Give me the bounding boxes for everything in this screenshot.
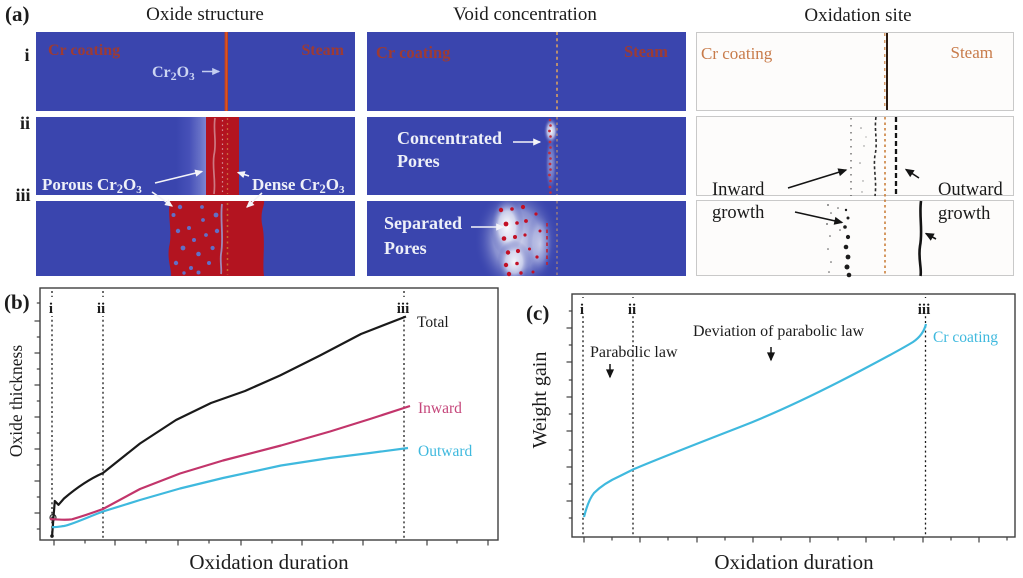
svg-text:Porous Cr2O3: Porous Cr2O3 [42,175,142,196]
svg-text:Pores: Pores [397,151,440,171]
svg-text:Outward: Outward [418,443,472,460]
svg-text:ii: ii [20,113,30,133]
svg-text:Concentrated: Concentrated [397,128,502,148]
svg-text:Pores: Pores [384,238,427,258]
svg-text:growth: growth [938,204,990,224]
svg-text:Cr2O3: Cr2O3 [152,64,195,83]
svg-text:Oxidation duration: Oxidation duration [714,550,874,574]
svg-text:Oxidation site: Oxidation site [804,5,911,26]
svg-text:Steam: Steam [951,43,994,62]
svg-text:Oxidation duration: Oxidation duration [189,550,349,574]
svg-text:Void concentration: Void concentration [453,4,597,25]
svg-text:Inward: Inward [712,180,765,200]
svg-text:Steam: Steam [301,42,344,59]
svg-text:Parabolic law: Parabolic law [590,344,678,361]
svg-text:ii: ii [628,302,636,318]
svg-text:Cr coating: Cr coating [48,42,120,59]
svg-text:iii: iii [397,301,410,317]
svg-text:iii: iii [15,185,30,205]
svg-text:i: i [580,302,584,318]
svg-text:Outward: Outward [938,180,1003,200]
svg-text:Separated: Separated [384,213,462,233]
svg-text:i: i [49,301,53,317]
svg-text:Steam: Steam [624,42,668,61]
svg-text:Total: Total [417,314,449,331]
svg-text:Cr coating: Cr coating [933,329,998,346]
svg-text:i: i [24,45,29,65]
svg-text:growth: growth [712,203,764,223]
svg-text:(a): (a) [5,2,30,26]
svg-text:Inward: Inward [418,400,462,417]
svg-text:(c): (c) [526,301,549,325]
svg-text:ii: ii [97,301,105,317]
svg-text:Oxide thickness: Oxide thickness [6,345,26,457]
svg-text:Cr coating: Cr coating [701,44,773,63]
svg-text:Weight gain: Weight gain [529,352,551,449]
svg-text:Dense Cr2O3: Dense Cr2O3 [252,175,345,196]
svg-text:iii: iii [918,302,931,318]
svg-text:(b): (b) [4,290,30,314]
svg-text:Oxide structure: Oxide structure [146,4,264,25]
svg-text:Cr coating: Cr coating [376,43,451,62]
svg-text:Deviation of parabolic law: Deviation of parabolic law [693,323,864,340]
